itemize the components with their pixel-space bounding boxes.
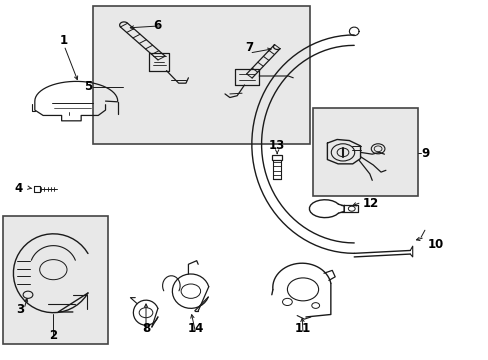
Text: 2: 2 bbox=[49, 329, 57, 342]
Text: 8: 8 bbox=[142, 322, 150, 335]
Bar bbox=[93, 6, 310, 144]
Text: 12: 12 bbox=[362, 197, 378, 210]
Text: 4: 4 bbox=[14, 183, 22, 195]
Text: 7: 7 bbox=[245, 41, 253, 54]
Text: 1: 1 bbox=[60, 34, 68, 47]
Bar bbox=[272, 155, 282, 160]
Text: 6: 6 bbox=[153, 19, 161, 32]
Text: 5: 5 bbox=[84, 80, 92, 93]
Text: 14: 14 bbox=[187, 322, 203, 335]
Bar bbox=[3, 216, 108, 344]
Text: 10: 10 bbox=[427, 238, 443, 251]
Text: 3: 3 bbox=[16, 303, 24, 316]
Bar bbox=[312, 108, 417, 196]
Text: 13: 13 bbox=[268, 139, 285, 152]
Text: 11: 11 bbox=[294, 322, 310, 335]
Text: 9: 9 bbox=[420, 147, 428, 159]
